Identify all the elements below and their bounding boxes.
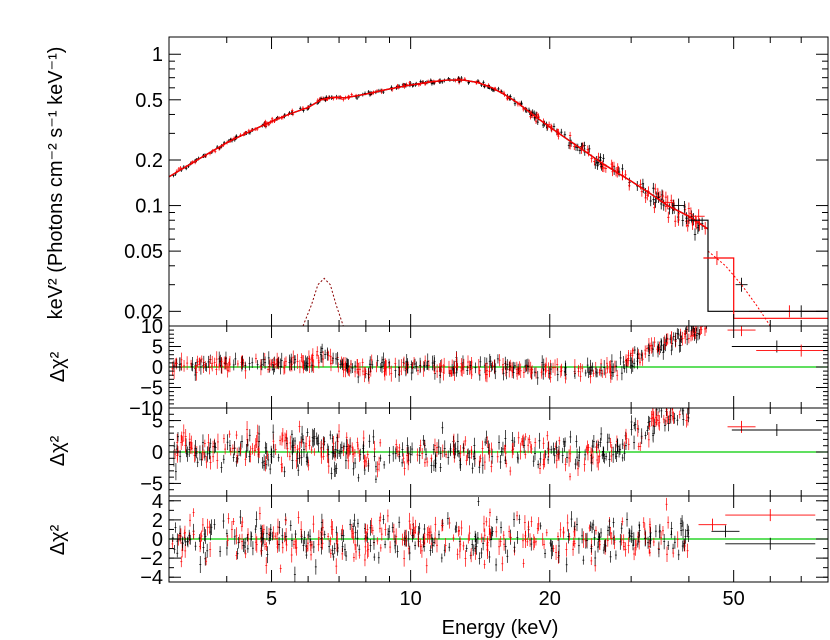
y-axis-titles: keV² (Photons cm⁻² s⁻¹ keV⁻¹) Δχ² Δχ² Δχ… xyxy=(45,47,69,556)
model-step-line xyxy=(703,257,828,319)
y-tick-label: 4 xyxy=(152,491,163,513)
x-axis-title: Energy (keV) xyxy=(442,617,559,639)
y-tick-label: −4 xyxy=(140,567,163,589)
y-tick-label: 0 xyxy=(152,529,163,551)
residual-data-points xyxy=(171,326,828,385)
y-tick-label: 1 xyxy=(152,44,163,66)
panel-frame xyxy=(168,36,829,327)
y-tick-label: 0.2 xyxy=(135,150,163,172)
y-tick-label: −5 xyxy=(140,473,163,495)
model-component-line xyxy=(707,250,771,326)
model-step-line xyxy=(688,219,828,312)
y-tick-label: −2 xyxy=(140,548,163,570)
y-tick-label: 0 xyxy=(152,357,163,379)
model-line xyxy=(169,79,709,230)
panel-residuals-3: 420−2−45 10 20 50 xyxy=(140,491,829,610)
y-tick-label: 0.1 xyxy=(135,196,163,218)
plot-area xyxy=(169,76,828,326)
model-line xyxy=(169,79,709,230)
y-tick-label: 0.5 xyxy=(135,90,163,112)
plot-area xyxy=(169,497,828,582)
y-tick-label: 5 xyxy=(152,337,163,359)
y-tick-label: 0 xyxy=(152,442,163,464)
residual-3-y-axis-title: Δχ² xyxy=(47,524,69,555)
spectrum-data-points xyxy=(172,76,828,318)
residual-2-y-axis-title: Δχ² xyxy=(47,435,69,466)
y-tick-label: −5 xyxy=(140,378,163,400)
y-tick-label: 10 xyxy=(141,316,163,338)
y-tick-label: 0.05 xyxy=(124,241,163,263)
model-component-line xyxy=(302,277,344,326)
y-tick-label: 5 xyxy=(152,411,163,433)
y-tick-label: 2 xyxy=(152,510,163,532)
spectrum-y-axis-title: keV² (Photons cm⁻² s⁻¹ keV⁻¹) xyxy=(45,47,67,320)
residual-data-points xyxy=(172,408,822,483)
residual-data-points xyxy=(171,497,816,582)
panel-residuals-2: 5 0 −5 xyxy=(140,407,829,497)
x-tick-label: 5 xyxy=(266,588,277,610)
y-tick-label: −10 xyxy=(129,398,163,420)
residual-1-y-axis-title: Δχ² xyxy=(47,351,69,382)
x-tick-label: 10 xyxy=(400,588,422,610)
x-tick-label: 50 xyxy=(723,588,745,610)
x-tick-label: 20 xyxy=(539,588,561,610)
plot-area xyxy=(169,408,828,483)
plot-area xyxy=(169,326,828,385)
panel-spectrum: 1 0.5 0.2 0.1 0.05 0.02 xyxy=(124,36,829,327)
y-tick-label: 0.02 xyxy=(124,301,163,323)
